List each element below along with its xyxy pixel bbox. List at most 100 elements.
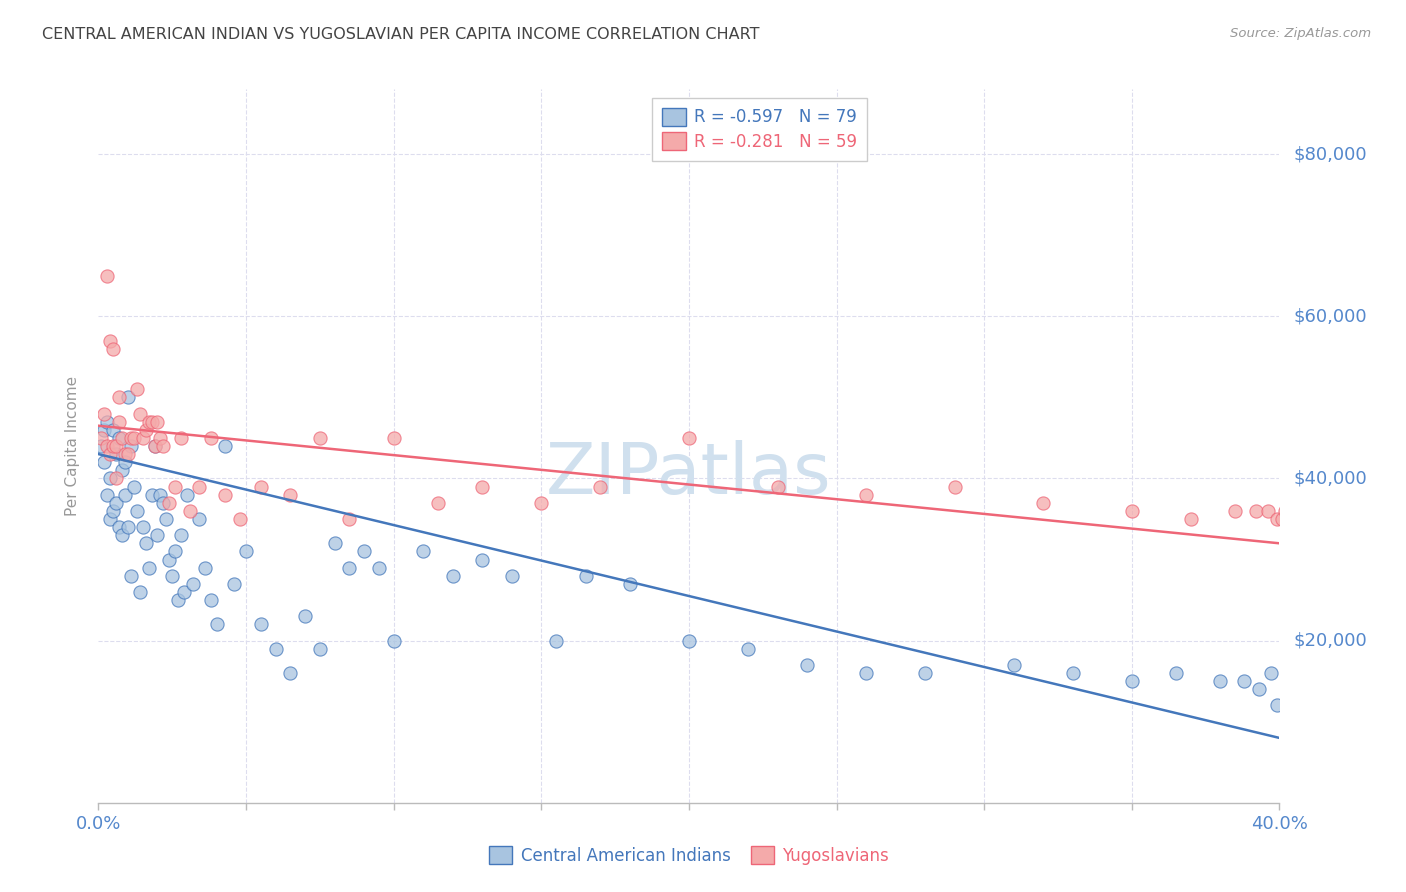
Point <box>135 536 157 550</box>
Point <box>1062 666 1084 681</box>
Point <box>855 488 877 502</box>
Point <box>98 447 121 461</box>
Point <box>1209 674 1232 689</box>
Point <box>235 544 257 558</box>
Point <box>1032 496 1054 510</box>
Point <box>264 641 287 656</box>
Point <box>149 488 172 502</box>
Point <box>120 568 142 582</box>
Point <box>200 593 222 607</box>
Text: $40,000: $40,000 <box>1294 469 1367 487</box>
Point <box>162 568 183 582</box>
Point <box>125 382 148 396</box>
Point <box>179 504 201 518</box>
Point <box>111 431 134 445</box>
Point <box>108 415 131 429</box>
Point <box>98 334 121 348</box>
Point <box>93 455 115 469</box>
Point <box>170 528 193 542</box>
Point <box>103 504 125 518</box>
Point <box>943 479 966 493</box>
Point <box>90 431 112 445</box>
Point <box>250 617 273 632</box>
Text: $60,000: $60,000 <box>1294 307 1367 326</box>
Point <box>143 439 166 453</box>
Point <box>141 415 163 429</box>
Point <box>914 666 936 681</box>
Point <box>1260 666 1282 681</box>
Point <box>103 439 125 453</box>
Point <box>103 423 125 437</box>
Point <box>678 633 700 648</box>
Point <box>187 512 209 526</box>
Point <box>117 390 139 404</box>
Point <box>146 528 169 542</box>
Point <box>143 439 166 453</box>
Point <box>353 544 375 558</box>
Point <box>157 552 180 566</box>
Point <box>149 431 172 445</box>
Point <box>544 633 567 648</box>
Point <box>1265 698 1288 713</box>
Point <box>229 512 252 526</box>
Point <box>138 415 160 429</box>
Point <box>1180 512 1202 526</box>
Point <box>108 431 131 445</box>
Y-axis label: Per Capita Income: Per Capita Income <box>65 376 80 516</box>
Point <box>167 593 190 607</box>
Point <box>250 479 273 493</box>
Point <box>1274 504 1296 518</box>
Point <box>427 496 450 510</box>
Point <box>278 488 302 502</box>
Point <box>214 488 236 502</box>
Text: CENTRAL AMERICAN INDIAN VS YUGOSLAVIAN PER CAPITA INCOME CORRELATION CHART: CENTRAL AMERICAN INDIAN VS YUGOSLAVIAN P… <box>42 27 759 42</box>
Text: $20,000: $20,000 <box>1294 632 1367 649</box>
Point <box>412 544 434 558</box>
Point <box>114 447 136 461</box>
Point <box>1223 504 1246 518</box>
Point <box>796 657 818 672</box>
Point <box>117 520 139 534</box>
Point <box>501 568 523 582</box>
Point <box>105 496 128 510</box>
Point <box>337 512 360 526</box>
Point <box>471 552 494 566</box>
Point <box>173 585 195 599</box>
Point <box>181 577 204 591</box>
Point <box>368 560 391 574</box>
Point <box>111 528 134 542</box>
Point <box>96 488 118 502</box>
Point <box>157 496 180 510</box>
Point <box>1257 504 1279 518</box>
Point <box>1247 682 1270 697</box>
Point <box>1271 512 1294 526</box>
Point <box>441 568 464 582</box>
Point <box>96 439 118 453</box>
Point <box>120 431 142 445</box>
Point <box>93 423 115 437</box>
Point <box>138 560 160 574</box>
Point <box>108 520 131 534</box>
Point <box>1292 520 1315 534</box>
Point <box>278 666 302 681</box>
Point <box>766 479 789 493</box>
Point <box>1282 633 1305 648</box>
Point <box>165 479 187 493</box>
Point <box>108 390 131 404</box>
Point <box>170 431 193 445</box>
Point <box>1121 504 1143 518</box>
Point <box>194 560 217 574</box>
Point <box>114 455 136 469</box>
Point <box>530 496 553 510</box>
Point <box>128 585 150 599</box>
Point <box>105 447 128 461</box>
Text: Source: ZipAtlas.com: Source: ZipAtlas.com <box>1230 27 1371 40</box>
Point <box>323 536 346 550</box>
Point <box>120 439 142 453</box>
Point <box>103 342 125 356</box>
Point <box>93 407 115 421</box>
Point <box>678 431 700 445</box>
Point <box>737 641 759 656</box>
Point <box>98 512 121 526</box>
Point <box>855 666 877 681</box>
